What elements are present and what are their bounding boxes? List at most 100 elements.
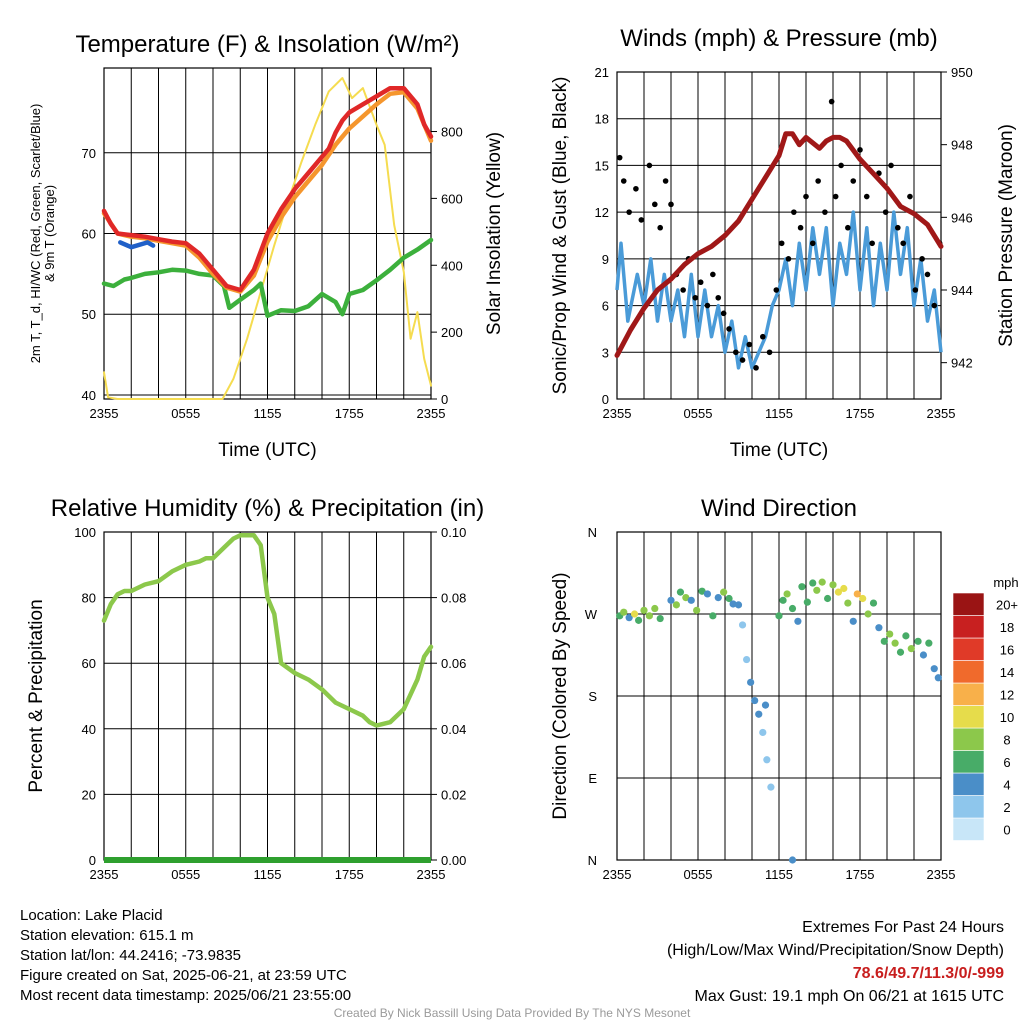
direction-point <box>738 621 747 629</box>
y-tick-label: W <box>585 607 598 622</box>
direction-point <box>930 665 938 673</box>
gust-point <box>907 193 913 200</box>
direction-point <box>919 651 928 659</box>
direction-point <box>794 617 802 625</box>
direction-point <box>875 624 883 632</box>
gust-point <box>773 287 780 293</box>
gust-point <box>900 240 906 247</box>
chart-title: Relative Humidity (%) & Precipitation (i… <box>51 495 484 522</box>
gust-point <box>646 162 653 169</box>
recent-data-text: Most recent data timestamp: 2025/06/21 2… <box>20 987 352 1004</box>
gust-point <box>680 287 686 293</box>
direction-point <box>751 696 759 705</box>
y-tick-label: 40 <box>82 388 96 403</box>
y-tick-label: 20 <box>82 787 96 802</box>
colorbar-label: 18 <box>1000 620 1014 635</box>
colorbar-label: 8 <box>1003 732 1010 747</box>
direction-point <box>625 614 633 622</box>
gust-point <box>931 302 938 309</box>
location-text: Location: Lake Placid <box>20 907 163 924</box>
station-info: Location: Lake Placid Station elevation:… <box>20 906 351 1006</box>
y-tick-label: 60 <box>82 227 96 242</box>
direction-point <box>896 648 905 656</box>
gust-point <box>815 178 821 184</box>
direction-point <box>844 599 852 607</box>
series-dewpoint <box>101 237 434 319</box>
direction-point <box>907 645 915 653</box>
direction-point <box>667 596 675 604</box>
x-tick-label: 2355 <box>417 867 446 882</box>
direction-point <box>763 756 771 764</box>
gust-point <box>850 178 857 184</box>
gust-point <box>863 193 870 200</box>
direction-point <box>849 617 857 625</box>
y-tick-label: N <box>588 525 597 540</box>
x-axis-title: Time (UTC) <box>218 440 317 461</box>
x-tick-label: 0555 <box>171 867 200 882</box>
max-gust-text: Max Gust: 19.1 mph On 06/21 at 1615 UTC <box>694 988 1005 1005</box>
gust-point <box>832 193 839 200</box>
y-tick-label: 18 <box>595 112 609 127</box>
direction-point <box>635 616 643 624</box>
gust-point <box>739 357 746 363</box>
direction-point <box>687 596 695 604</box>
direction-point <box>640 606 648 614</box>
direction-point <box>656 614 664 623</box>
gust-point <box>746 341 753 348</box>
y2-tick-label: 950 <box>951 65 973 80</box>
colorbar-label: 0 <box>1003 822 1010 837</box>
colorbar-label: 6 <box>1003 755 1010 770</box>
x-tick-label: 1155 <box>765 867 793 882</box>
extremes-box: Extremes For Past 24 Hours (High/Low/Max… <box>667 916 1004 1008</box>
direction-point <box>676 588 685 596</box>
y2-tick-label: 944 <box>951 283 973 298</box>
direction-point <box>824 594 832 603</box>
gust-point <box>733 349 739 356</box>
colorbar-swatch <box>952 615 985 639</box>
y-tick-label: 50 <box>82 307 96 322</box>
gust-point <box>760 333 766 340</box>
direction-point <box>747 678 755 686</box>
chart-title: Winds (mph) & Pressure (mb) <box>620 25 937 52</box>
gust-point <box>720 310 727 317</box>
y2-tick-label: 200 <box>441 325 463 340</box>
y-tick-label: 12 <box>595 205 609 220</box>
direction-point <box>914 637 922 645</box>
chart-title: Wind Direction <box>701 495 857 522</box>
colorbar-swatch <box>952 750 985 774</box>
x-tick-label: 1755 <box>335 406 364 421</box>
gust-point <box>882 209 889 215</box>
gust-point <box>869 240 875 247</box>
direction-point <box>813 586 821 594</box>
direction-point <box>767 783 775 791</box>
x-tick-label: 1155 <box>254 867 282 882</box>
colorbar-title: mph <box>993 575 1018 590</box>
x-tick-label: 1755 <box>846 406 875 421</box>
x-tick-label: 1155 <box>254 406 282 421</box>
direction-point <box>734 601 743 609</box>
direction-point <box>743 655 751 664</box>
y2-tick-label: 948 <box>951 138 973 153</box>
credit-text: Created By Nick Bassill Using Data Provi… <box>333 1006 691 1020</box>
x-tick-label: 1155 <box>765 406 793 421</box>
y-tick-label: 21 <box>595 65 609 80</box>
direction-point <box>829 581 837 589</box>
gust-point <box>845 224 851 231</box>
direction-point <box>853 590 861 598</box>
direction-point <box>840 584 848 593</box>
x-tick-label: 0555 <box>171 406 200 421</box>
y-tick-label: 9 <box>602 252 609 267</box>
colorbar-label: 20+ <box>996 597 1018 612</box>
direction-point <box>925 639 933 647</box>
gust-point <box>753 365 759 371</box>
gust-point <box>919 256 925 262</box>
x-tick-label: 1755 <box>846 867 875 882</box>
gust-point <box>924 271 931 278</box>
y2-tick-label: 0 <box>441 392 448 407</box>
y-tick-label: 80 <box>82 591 96 606</box>
colorbar-label: 10 <box>1000 710 1014 725</box>
direction-point <box>880 637 888 645</box>
extremes-values: 78.6/49.7/11.3/0/-999 <box>852 965 1004 982</box>
gust-point <box>616 154 623 161</box>
gust-point <box>888 162 894 169</box>
